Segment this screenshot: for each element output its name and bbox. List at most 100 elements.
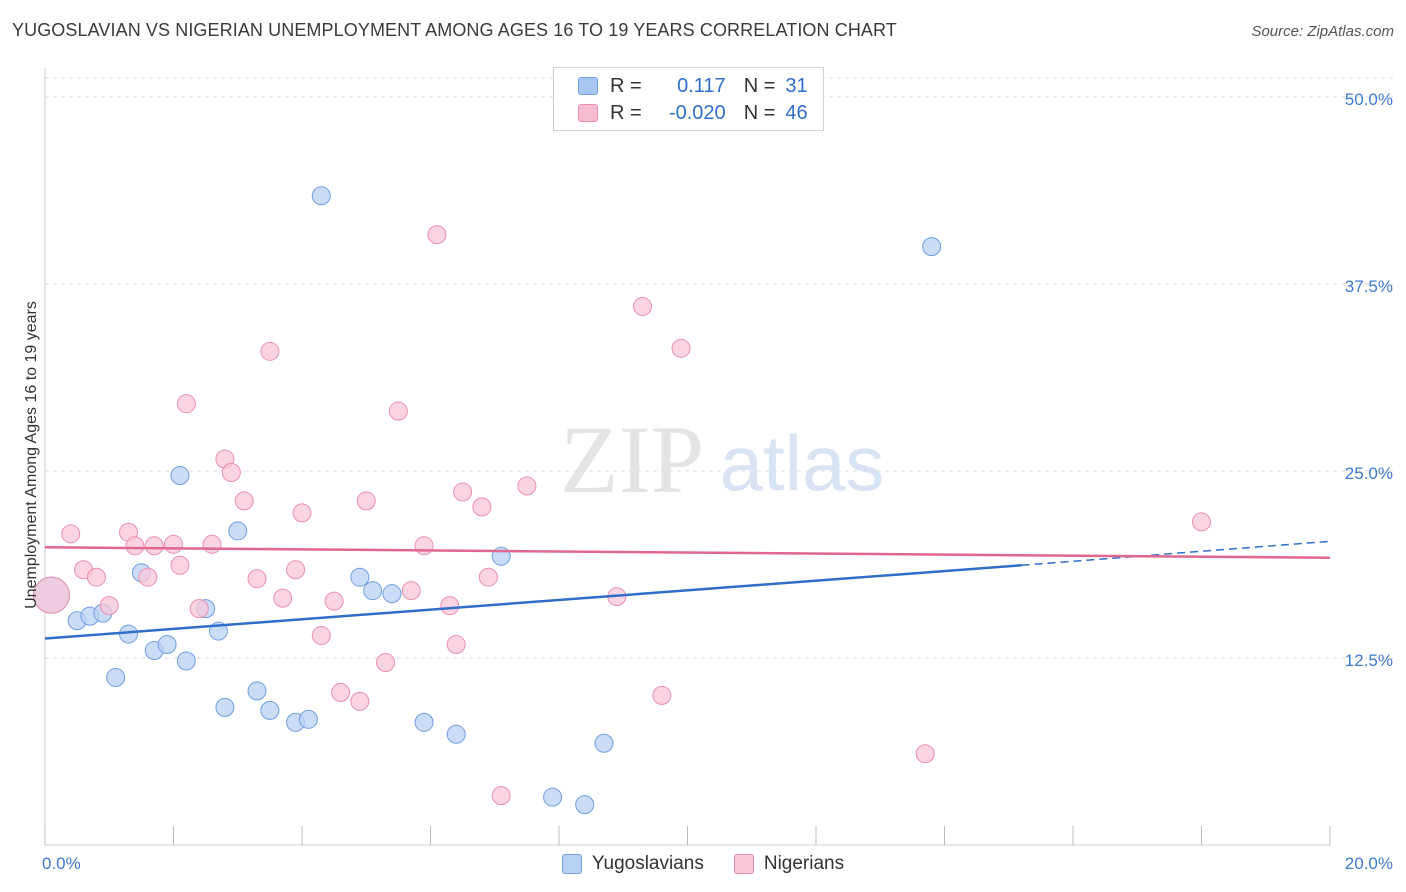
bottom-legend-yugoslavians[interactable]: Yugoslavians — [561, 853, 704, 875]
yugoslavian-point — [414, 712, 434, 732]
nigerian-point — [125, 536, 145, 556]
legend-n-value: 46 — [785, 101, 808, 124]
yugoslavian-point — [260, 700, 280, 720]
legend-r-value: 0.117 — [677, 74, 726, 97]
nigerian-point — [414, 536, 434, 556]
legend-n-value: 31 — [785, 74, 808, 97]
nigerian-point — [633, 296, 653, 316]
watermark-atlas: atlas — [720, 419, 885, 507]
yugoslavian-point — [215, 697, 235, 717]
nigerian-point — [260, 341, 280, 361]
nigerian-point — [202, 534, 222, 554]
yugoslavian-trend-line — [44, 564, 1022, 640]
y-tick-label: 25.0% — [1345, 464, 1393, 483]
nigerian-point — [32, 576, 70, 614]
yugoslavian-point — [922, 237, 942, 257]
yugoslavian-point — [363, 581, 383, 601]
legend-r-value: -0.020 — [668, 101, 726, 124]
legend-swatch-yugoslavians — [578, 77, 598, 95]
nigerian-point — [478, 567, 498, 587]
nigerian-point — [376, 652, 396, 672]
nigerian-trend-line — [44, 546, 1331, 560]
legend-n-label: N = — [743, 74, 776, 97]
points-layer — [32, 186, 1211, 815]
nigerian-point — [221, 462, 241, 482]
nigerian-point — [144, 536, 164, 556]
grid-layer — [45, 77, 1395, 659]
yugoslavian-point — [298, 709, 318, 729]
yugoslavian-point — [350, 567, 370, 587]
yugoslavian-point — [157, 635, 177, 655]
bottom-legend-label: Yugoslavians — [591, 853, 704, 874]
x-tick-label: 20.0% — [1345, 854, 1393, 873]
nigerian-point — [189, 599, 209, 619]
yugoslavian-trend-extension — [1021, 540, 1331, 566]
y-tick-label: 12.5% — [1345, 651, 1393, 670]
bottom-legend-swatch-yugoslavians — [561, 854, 582, 874]
nigerian-point — [331, 682, 351, 702]
bottom-legend-label: Nigerians — [763, 853, 845, 874]
nigerian-point — [164, 534, 183, 554]
nigerian-point — [170, 555, 190, 575]
legend-r-label: R = — [610, 101, 642, 124]
yugoslavian-point — [446, 724, 466, 744]
legend-box: R = 0.117 N = 31 R = -0.020 N = 46 — [553, 67, 824, 131]
nigerian-point — [652, 685, 672, 705]
nigerian-point — [517, 476, 537, 496]
nigerian-point — [1192, 512, 1211, 532]
nigerian-point — [176, 394, 196, 414]
yugoslavian-point — [575, 795, 595, 815]
nigerian-point — [453, 482, 473, 502]
source-label: Source: ZipAtlas.com — [1251, 23, 1394, 40]
nigerian-point — [671, 338, 691, 358]
nigerian-point — [86, 567, 106, 587]
legend-r-label: R = — [610, 74, 642, 97]
watermark-zip: ZIP — [560, 406, 704, 513]
nigerian-point — [234, 491, 254, 511]
legend-n-label: N = — [743, 101, 776, 124]
yugoslavian-point — [382, 584, 402, 604]
chart-title: YUGOSLAVIAN VS NIGERIAN UNEMPLOYMENT AMO… — [12, 20, 897, 40]
nigerian-point — [915, 744, 935, 764]
nigerian-point — [401, 581, 421, 601]
y-tick-label: 37.5% — [1345, 277, 1393, 296]
nigerian-point — [138, 567, 158, 587]
y-axis-label: Unemployment Among Ages 16 to 19 years — [23, 301, 40, 609]
nigerian-point — [350, 691, 370, 711]
legend-row-nigerians: R = -0.020 N = 46 — [554, 100, 808, 126]
legend-row-yugoslavians: R = 0.117 N = 31 — [554, 73, 808, 99]
y-tick-label: 50.0% — [1345, 90, 1393, 109]
yugoslavian-point — [176, 651, 196, 671]
nigerian-point — [61, 524, 81, 544]
yugoslavian-point — [311, 186, 331, 206]
trend-layer — [44, 540, 1331, 640]
yugoslavian-point — [247, 681, 267, 701]
nigerian-point — [247, 569, 267, 589]
nigerian-point — [446, 635, 466, 655]
bottom-legend: Yugoslavians Nigerians — [0, 850, 1406, 878]
nigerian-point — [472, 497, 492, 517]
axis-layer: 12.5% 25.0% 37.5% 50.0% 0.0% 20.0% — [42, 68, 1393, 873]
x-tick-label: 0.0% — [42, 854, 81, 873]
yugoslavian-point — [170, 465, 190, 485]
yugoslavian-point — [106, 667, 126, 687]
yugoslavian-point — [594, 733, 614, 753]
legend-swatch-nigerians — [578, 104, 598, 122]
nigerian-point — [292, 503, 312, 523]
bottom-legend-nigerians[interactable]: Nigerians — [733, 853, 845, 875]
nigerian-point — [440, 596, 460, 616]
yugoslavian-point — [119, 624, 139, 644]
yugoslavian-point — [228, 521, 248, 541]
nigerian-point — [286, 560, 306, 580]
watermark: ZIP atlas — [560, 406, 884, 513]
bottom-legend-swatch-nigerians — [733, 854, 754, 874]
nigerian-point — [324, 591, 344, 611]
nigerian-point — [311, 626, 331, 646]
nigerian-point — [99, 596, 119, 616]
nigerian-point — [356, 491, 376, 511]
nigerian-point — [427, 225, 447, 245]
nigerian-point — [388, 401, 408, 421]
nigerian-point — [273, 588, 293, 608]
yugoslavian-point — [543, 787, 563, 807]
